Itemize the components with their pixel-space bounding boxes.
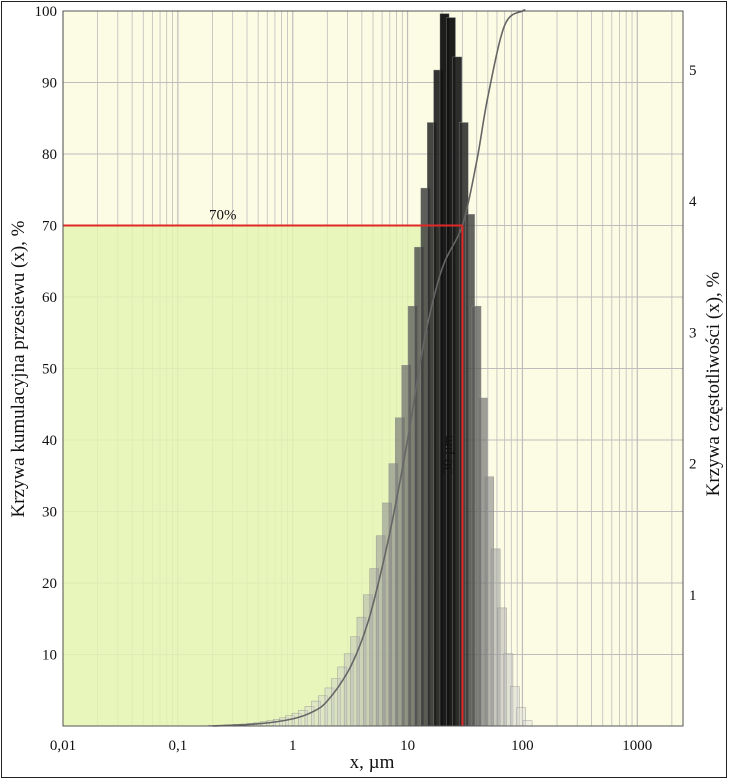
right-y-tick-label: 4: [689, 194, 697, 210]
plot-border: [62, 10, 684, 727]
left-y-tick-label: 10: [42, 648, 57, 664]
left-y-tick-label: 40: [42, 433, 57, 449]
right-y-tick-label: 5: [689, 63, 697, 79]
x-tick-label: 0,1: [168, 738, 187, 754]
left-y-tick-label: 60: [42, 290, 57, 306]
x-axis-label: x, µm: [350, 752, 395, 773]
x-tick-label: 0,01: [50, 738, 76, 754]
left-y-tick-label: 50: [42, 362, 57, 378]
left-y-tick-label: 80: [42, 147, 57, 163]
x-tick-label: 10: [400, 738, 415, 754]
left-y-tick-label: 30: [42, 505, 57, 521]
right-y-axis-label: Krzywa częstotliwości (x), %: [703, 271, 724, 496]
left-y-axis-label: Krzywa kumulacyjna przesiewu (x), %: [8, 220, 29, 517]
left-y-tick-label: 90: [42, 76, 57, 92]
reference-lines: [63, 224, 464, 726]
left-y-tick-label: 70: [42, 219, 57, 235]
left-y-tick-label: 100: [35, 4, 58, 20]
right-y-tick-label: 1: [689, 588, 697, 604]
right-y-tick-label: 2: [689, 457, 697, 473]
cumulative-curve: [212, 9, 526, 727]
x-tick-label: 1: [289, 738, 297, 754]
left-y-tick-label: 20: [42, 576, 57, 592]
reference-percent-label: 70%: [209, 208, 237, 224]
reference-size-label: 30 µm: [440, 434, 456, 473]
axes: [62, 10, 684, 727]
right-y-tick-label: 3: [689, 325, 697, 341]
tick-labels: 0,01 0,1 1 10 100 1000 10 20 30 40 50 60 70 80 90 100 1 2…: [35, 4, 698, 754]
x-tick-label: 100: [511, 738, 534, 754]
histogram-bar: [522, 720, 533, 727]
x-tick-label: 1000: [622, 738, 652, 754]
